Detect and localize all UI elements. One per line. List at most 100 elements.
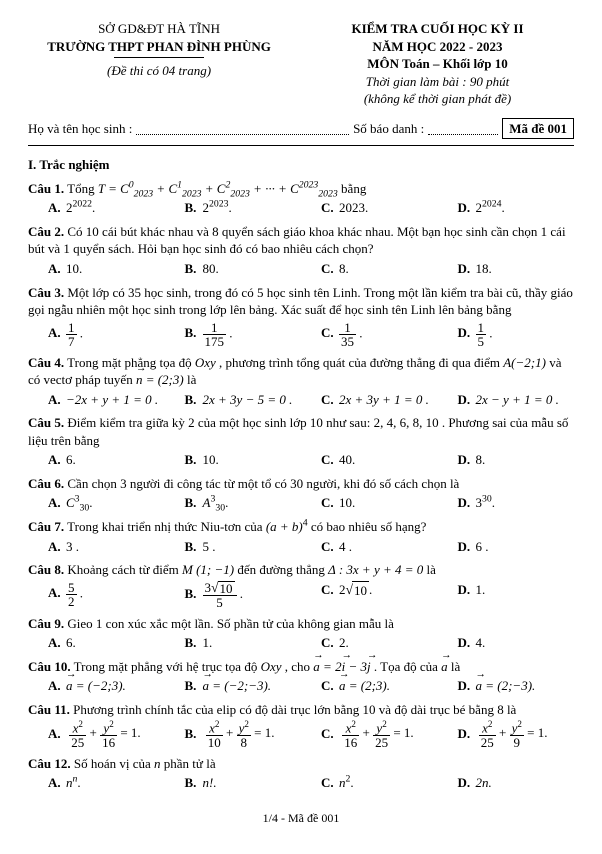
q4-t1: Trong mặt phẳng tọa độ [67,355,195,370]
q4-t2: , phương trình tổng quát của đường thẳng… [219,355,503,370]
name-label: Họ và tên học sinh : [28,120,132,138]
q10-t4: là [451,659,460,674]
q1-B: B.22023. [165,199,302,217]
q12-C: C.n2. [301,774,438,792]
q11-opts: A. x225 + y216 = 1. B. x210 + y28 = 1. C… [28,720,574,748]
q4-opts: A.−2x + y + 1 = 0 . B.2x + 3y − 5 = 0 . … [28,391,574,409]
question-11: Câu 11. Phương trình chính tắc của elip … [28,701,574,749]
q8-t3: là [427,562,436,577]
q1-D: D.22024. [438,199,575,217]
q10-t3: . Tọa độ của [374,659,441,674]
q5-C: C.40. [301,451,438,469]
q8-t1: Khoảng cách từ điểm [67,562,182,577]
q7-t1: Trong khai triển nhị thức Niu-tơn của [67,519,266,534]
q7-A: A.3 . [28,538,165,556]
header-block: SỞ GD&ĐT HÀ TĨNH TRƯỜNG THPT PHAN ĐÌNH P… [28,20,574,108]
uline-left [114,57,204,58]
q3-D: D.15 . [438,321,575,348]
school: TRƯỜNG THPT PHAN ĐÌNH PHÙNG [28,38,290,56]
q3-B: B.1175 . [165,321,302,348]
q7-B: B.5 . [165,538,302,556]
q4-C: C.2x + 3y + 1 = 0 . [301,391,438,409]
question-8: Câu 8. Khoảng cách từ điểm M (1; −1) đến… [28,561,574,609]
time2: (không kể thời gian phát đề) [301,90,574,108]
q9-A: A.6. [28,634,165,652]
q12-A: A.nn. [28,774,165,792]
q3-C: C.135 . [301,321,438,348]
header-right: KIỂM TRA CUỐI HỌC KỲ II NĂM HỌC 2022 - 2… [301,20,574,108]
q6-opts: A.C330. B.A330. C.10. D.330. [28,494,574,512]
q8-t2: đến đường thẳng [237,562,328,577]
q11-label: Câu 11. [28,702,70,717]
q3-text: Một lớp có 35 học sinh, trong đó có 5 họ… [28,285,573,318]
question-5: Câu 5. Điểm kiểm tra giữa kỳ 2 của một h… [28,414,574,469]
q10-t2: , cho [285,659,314,674]
q3-opts: A.17 . B.1175 . C.135 . D.15 . [28,321,574,348]
q10-opts: A.a = (−2;3). B.a = (−2;−3). C.a = (2;3)… [28,677,574,695]
exam-code-box: Mã đề 001 [502,118,574,140]
q6-D: D.330. [438,494,575,512]
section-title: I. Trắc nghiệm [28,156,574,174]
q10-label: Câu 10. [28,659,71,674]
q9-text: Gieo 1 con xúc xắc một lần. Số phần tử c… [67,616,394,631]
q2-label: Câu 2. [28,224,64,239]
q4-label: Câu 4. [28,355,64,370]
q12-D: D.2n. [438,774,575,792]
q2-text: Có 10 cái bút khác nhau và 8 quyển sách … [28,224,566,257]
q12-opts: A.nn. B.n!. C.n2. D.2n. [28,774,574,792]
q1-t1: Tổng [67,181,98,196]
q12-label: Câu 12. [28,756,71,771]
exam-title: KIỂM TRA CUỐI HỌC KỲ II [301,20,574,38]
question-9: Câu 9. Gieo 1 con xúc xắc một lần. Số ph… [28,615,574,652]
q5-opts: A.6. B.10. C.40. D.8. [28,451,574,469]
q4-A: A.−2x + y + 1 = 0 . [28,391,165,409]
q11-A: A. x225 + y216 = 1. [28,720,165,748]
q6-A: A.C330. [28,494,165,512]
q12-t1: Số hoán vị của [74,756,154,771]
question-7: Câu 7. Trong khai triển nhị thức Niu-tơn… [28,518,574,555]
question-10: Câu 10. Trong mặt phẳng với hệ trục tọa … [28,658,574,695]
q9-D: D.4. [438,634,575,652]
q10-B: B.a = (−2;−3). [165,677,302,695]
time: Thời gian làm bài : 90 phút [301,73,574,91]
q10-A: A.a = (−2;3). [28,677,165,695]
q8-D: D.1. [438,581,575,609]
q11-D: D. x225 + y29 = 1. [438,720,575,748]
q12-B: B.n!. [165,774,302,792]
q7-t2: có bao nhiêu số hạng? [311,519,427,534]
q3-label: Câu 3. [28,285,64,300]
sbd-field [428,122,498,135]
q9-opts: A.6. B.1. C.2. D.4. [28,634,574,652]
question-1: Câu 1. Tổng T = C02023 + C12023 + C22023… [28,180,574,217]
q9-label: Câu 9. [28,616,64,631]
q6-text: Cần chọn 3 người đi công tác từ một tổ c… [67,476,459,491]
question-6: Câu 6. Cần chọn 3 người đi công tác từ m… [28,475,574,512]
q2-opts: A.10. B.80. C.8. D.18. [28,260,574,278]
q10-C: C.a = (2;3). [301,677,438,695]
q6-label: Câu 6. [28,476,64,491]
q5-A: A.6. [28,451,165,469]
q7-opts: A.3 . B.5 . C.4 . D.6 . [28,538,574,556]
q6-C: C.10. [301,494,438,512]
q11-C: C. x216 + y225 = 1. [301,720,438,748]
q1-opts: A.22022. B.22023. C.2023. D.22024. [28,199,574,217]
q1-A: A.22022. [28,199,165,217]
q1-t2: bằng [341,181,366,196]
q2-A: A.10. [28,260,165,278]
q12-t2: phần tử là [164,756,216,771]
q4-B: B.2x + 3y − 5 = 0 . [165,391,302,409]
q7-C: C.4 . [301,538,438,556]
q3-A: A.17 . [28,321,165,348]
q8-opts: A.52 . B.3√105 . C.2√10. D.1. [28,581,574,609]
student-info-row: Họ và tên học sinh : Số báo danh : Mã đề… [28,118,574,140]
q8-label: Câu 8. [28,562,64,577]
q5-text: Điểm kiểm tra giữa kỳ 2 của một học sinh… [28,415,568,448]
page-count: (Đề thi có 04 trang) [28,62,290,80]
question-2: Câu 2. Có 10 cái bút khác nhau và 8 quyể… [28,223,574,278]
q2-B: B.80. [165,260,302,278]
q8-C: C.2√10. [301,581,438,609]
q8-B: B.3√105 . [165,581,302,609]
q5-B: B.10. [165,451,302,469]
q5-label: Câu 5. [28,415,64,430]
question-3: Câu 3. Một lớp có 35 học sinh, trong đó … [28,284,574,348]
